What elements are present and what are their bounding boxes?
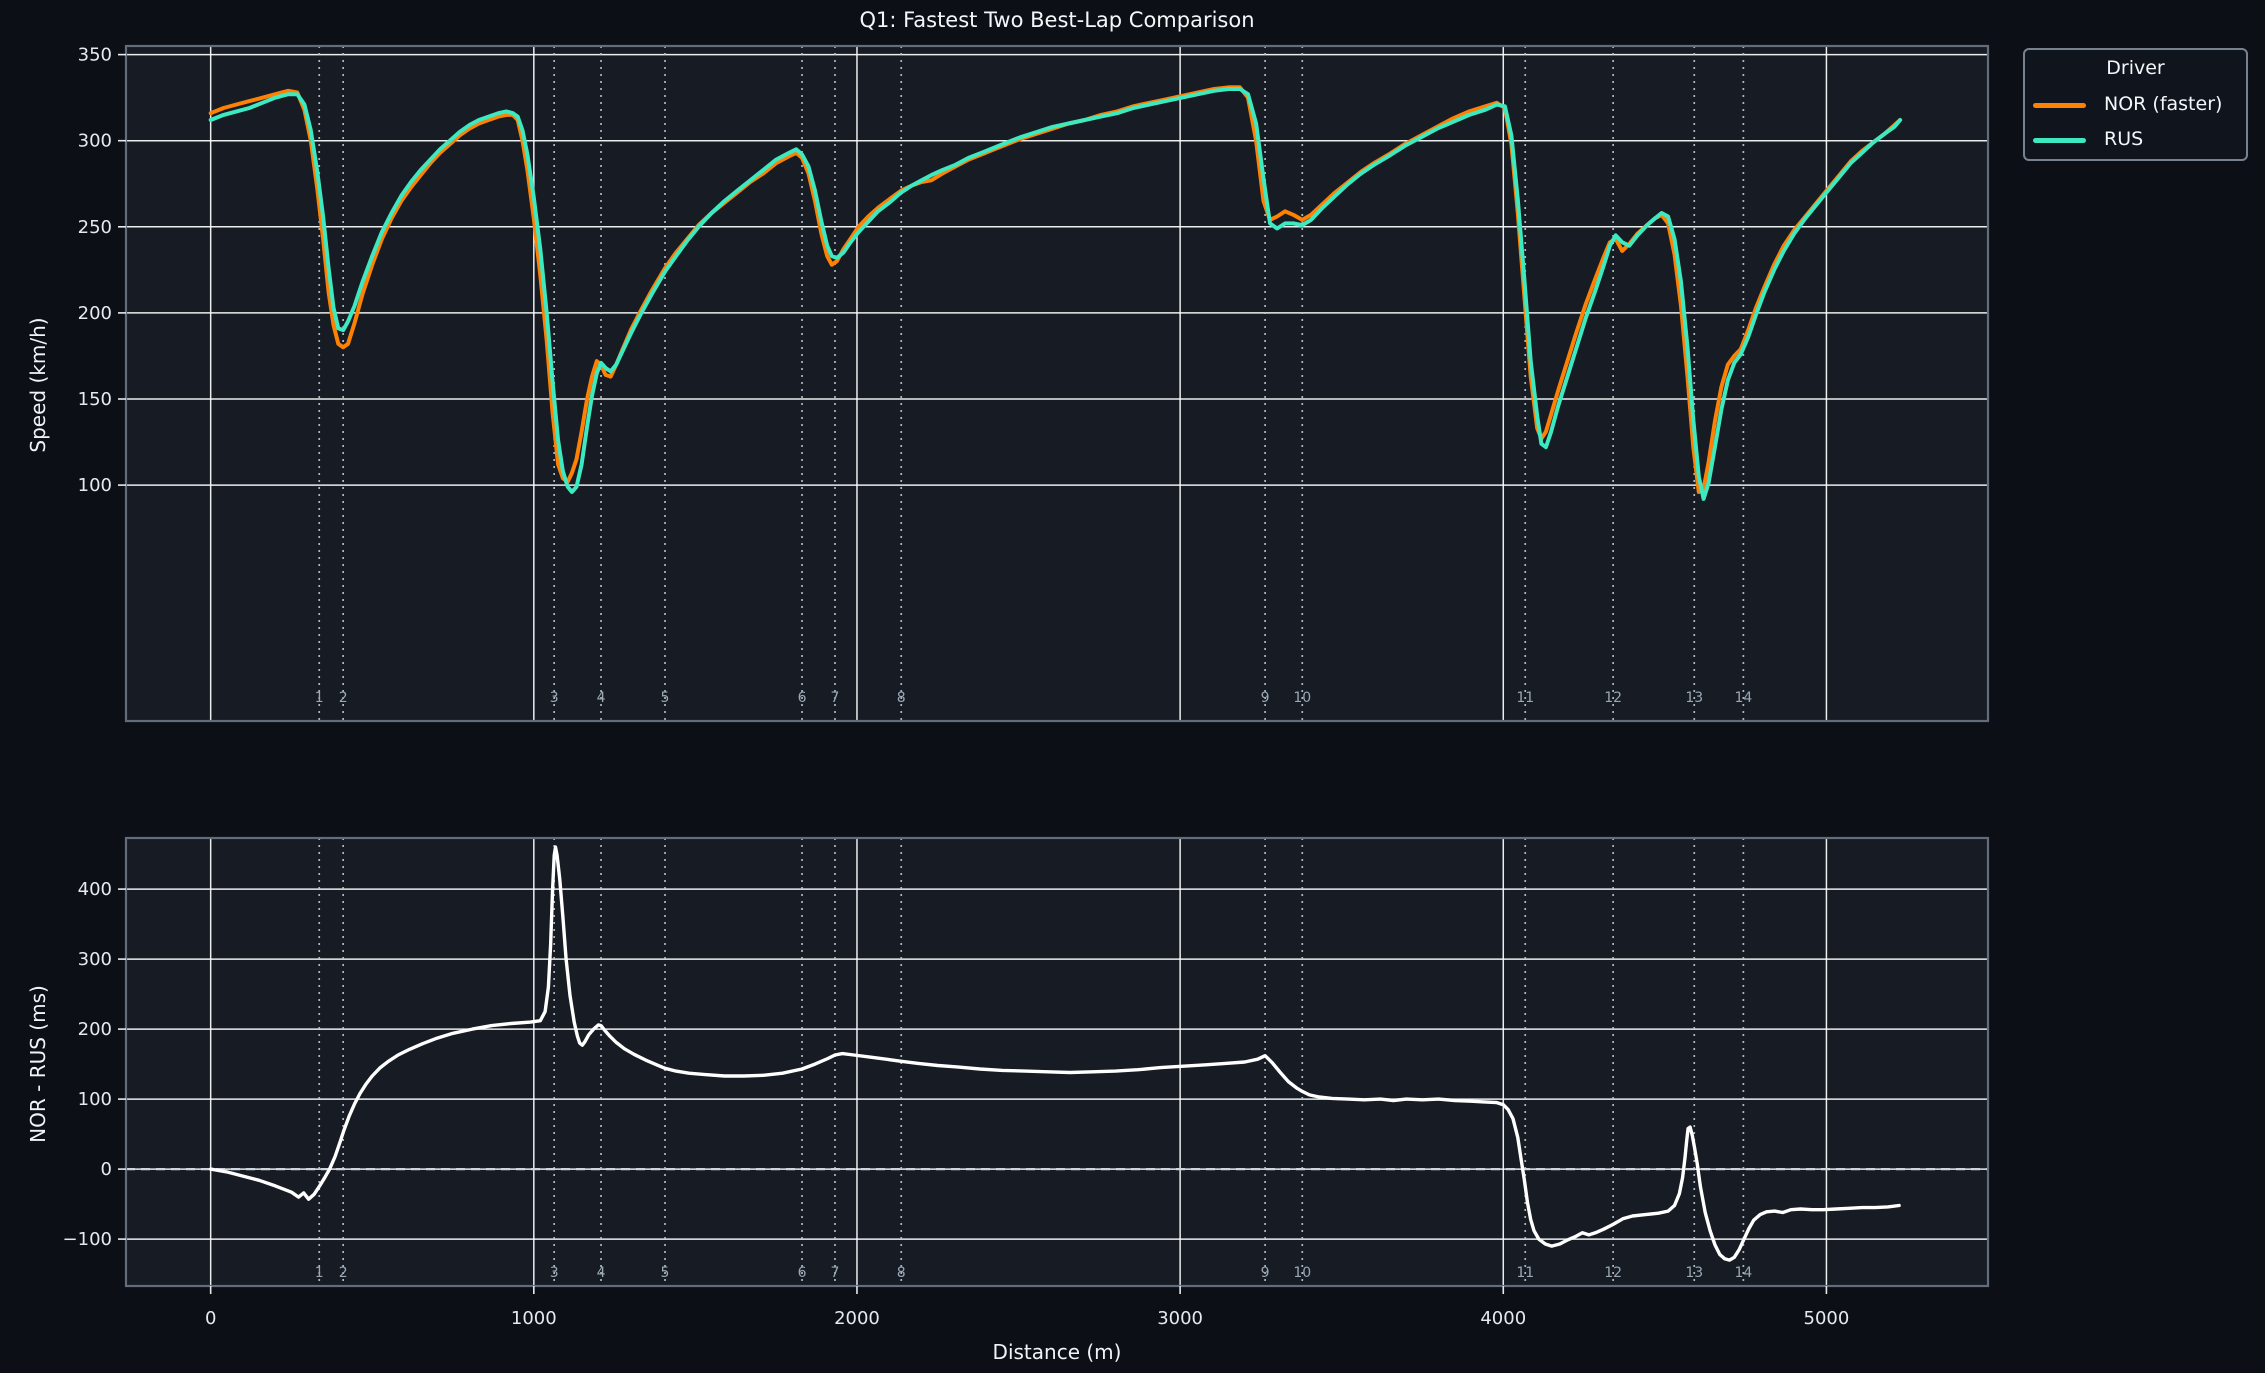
corner-marker-label: 2 bbox=[339, 1265, 348, 1281]
nor-line-swatch bbox=[2033, 103, 2086, 108]
corner-marker-label: 8 bbox=[897, 1265, 906, 1281]
y-tick-label: 100 bbox=[78, 1089, 112, 1110]
x-tick-label: 1000 bbox=[511, 1308, 557, 1329]
legend: Driver NOR (faster) RUS bbox=[2023, 48, 2248, 161]
rus-speed-line bbox=[208, 87, 1903, 501]
corner-marker-label: 12 bbox=[1604, 690, 1622, 706]
corner-marker-label: 1 bbox=[315, 690, 324, 706]
legend-label: NOR (faster) bbox=[2104, 93, 2223, 115]
corner-marker-label: 9 bbox=[1261, 1265, 1270, 1281]
corner-marker-label: 5 bbox=[661, 1265, 670, 1281]
corner-marker-label: 9 bbox=[1261, 690, 1270, 706]
y-tick-label: 350 bbox=[78, 45, 112, 66]
x-tick-label: 5000 bbox=[1804, 1308, 1850, 1329]
y-tick-label: 150 bbox=[78, 389, 112, 410]
legend-entry-nor: NOR (faster) bbox=[2025, 93, 2246, 117]
corner-marker-label: 14 bbox=[1734, 690, 1752, 706]
x-tick-label: 0 bbox=[205, 1308, 216, 1329]
bottom-y-axis-label: NOR - RUS (ms) bbox=[26, 985, 50, 1143]
delta-line bbox=[208, 845, 1901, 1262]
corner-marker-label: 1 bbox=[315, 1265, 324, 1281]
x-axis-label: Distance (m) bbox=[992, 1340, 1122, 1364]
x-tick-label: 3000 bbox=[1157, 1308, 1203, 1329]
y-tick-label: 300 bbox=[78, 949, 112, 970]
y-tick-label: 300 bbox=[78, 131, 112, 152]
corner-marker-label: 13 bbox=[1685, 1265, 1703, 1281]
corner-marker-label: 6 bbox=[798, 690, 807, 706]
speed-plot-background bbox=[126, 46, 1988, 721]
corner-marker-label: 4 bbox=[597, 690, 606, 706]
corner-marker-label: 7 bbox=[831, 1265, 840, 1281]
y-tick-label: 0 bbox=[101, 1159, 112, 1180]
top-y-axis-label: Speed (km/h) bbox=[26, 317, 50, 453]
corner-marker-label: 11 bbox=[1516, 1265, 1534, 1281]
corner-marker-label: 3 bbox=[550, 1265, 559, 1281]
speed-plot-border bbox=[124, 44, 1990, 723]
corner-marker-label: 13 bbox=[1685, 690, 1703, 706]
delta-plot-border bbox=[124, 836, 1990, 1288]
legend-label: RUS bbox=[2104, 128, 2144, 150]
y-tick-label: 200 bbox=[78, 1019, 112, 1040]
corner-marker-label: 6 bbox=[798, 1265, 807, 1281]
corner-marker-label: 7 bbox=[831, 690, 840, 706]
rus-line-swatch bbox=[2033, 138, 2086, 143]
legend-entry-rus: RUS bbox=[2025, 128, 2246, 152]
corner-marker-label: 5 bbox=[661, 690, 670, 706]
corner-marker-label: 10 bbox=[1293, 1265, 1311, 1281]
legend-title: Driver bbox=[2106, 57, 2165, 79]
y-tick-label: 200 bbox=[78, 303, 112, 324]
delta-plot-background bbox=[126, 838, 1988, 1286]
corner-marker-label: 2 bbox=[339, 690, 348, 706]
corner-marker-label: 4 bbox=[597, 1265, 606, 1281]
y-tick-label: 100 bbox=[78, 475, 112, 496]
y-tick-label: 400 bbox=[78, 879, 112, 900]
corner-marker-label: 11 bbox=[1516, 690, 1534, 706]
corner-marker-label: 8 bbox=[897, 690, 906, 706]
corner-marker-label: 3 bbox=[550, 690, 559, 706]
corner-marker-label: 12 bbox=[1604, 1265, 1622, 1281]
y-tick-label: −100 bbox=[63, 1229, 112, 1250]
corner-marker-label: 10 bbox=[1293, 690, 1311, 706]
page-title: Q1: Fastest Two Best-Lap Comparison bbox=[859, 8, 1255, 32]
corner-marker-label: 14 bbox=[1734, 1265, 1752, 1281]
x-tick-label: 4000 bbox=[1480, 1308, 1526, 1329]
y-tick-label: 250 bbox=[78, 217, 112, 238]
x-tick-label: 2000 bbox=[834, 1308, 880, 1329]
